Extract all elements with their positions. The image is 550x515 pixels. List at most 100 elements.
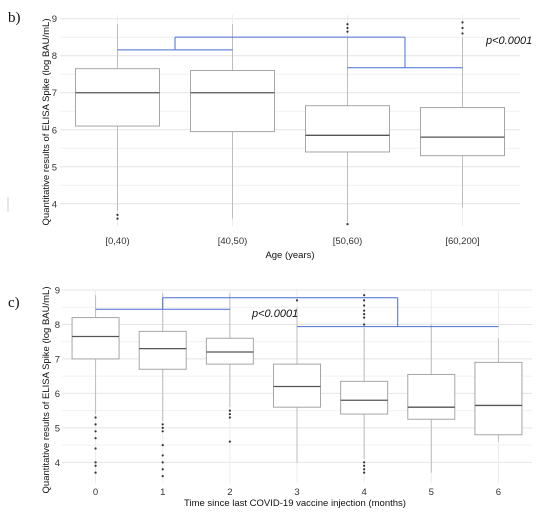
y-tick-label: 8 xyxy=(55,320,60,331)
box-iqr xyxy=(305,105,390,153)
outlier-point xyxy=(94,471,97,474)
outlier-point xyxy=(363,309,366,312)
outlier-point xyxy=(461,21,464,24)
panel-c-y-ticks: 4 5 6 7 8 9 xyxy=(55,286,60,469)
box-iqr xyxy=(75,68,160,127)
box-1 xyxy=(138,293,187,478)
outlier-point xyxy=(161,454,164,457)
box-0 xyxy=(71,295,120,474)
outlier-point xyxy=(94,430,97,433)
y-tick-label: 6 xyxy=(55,389,60,400)
outlier-point xyxy=(94,464,97,467)
y-tick-label: 9 xyxy=(52,14,57,25)
outlier-point xyxy=(94,437,97,440)
panel-c: c) 4 5 6 7 8 9 0 1 2 3 4 5 6 p<0.0001 Time since la… xyxy=(8,286,532,509)
x-tick-label: 2 xyxy=(227,487,232,498)
outlier-point xyxy=(228,409,231,412)
box--50-60- xyxy=(305,23,390,226)
outlier-point xyxy=(295,299,299,302)
panel-c-significance-bracket: p<0.0001 xyxy=(95,297,499,328)
y-tick-label: 7 xyxy=(52,88,57,99)
box--40-50- xyxy=(190,24,275,219)
x-tick-label: 3 xyxy=(294,487,299,498)
outlier-point xyxy=(94,416,97,419)
outlier-point xyxy=(363,316,366,319)
y-tick-label: 8 xyxy=(52,51,57,62)
outlier-point xyxy=(363,304,366,307)
outlier-point xyxy=(461,32,464,35)
outlier-point xyxy=(461,26,464,30)
outlier-point xyxy=(346,23,349,26)
box-4 xyxy=(340,294,389,474)
panel-b-letter: b) xyxy=(8,10,21,26)
outlier-point xyxy=(161,461,164,464)
outlier-point xyxy=(161,475,164,478)
box-iqr xyxy=(474,361,523,436)
box-iqr xyxy=(273,363,321,408)
outlier-point xyxy=(346,223,349,226)
x-tick-label: 0 xyxy=(93,487,98,498)
y-tick-label: 5 xyxy=(52,162,57,173)
box-iqr xyxy=(190,70,275,133)
panel-b-p-value: p<0.0001 xyxy=(485,35,532,47)
outlier-point xyxy=(94,447,97,450)
panel-b-y-ticks: 4 5 6 7 8 9 xyxy=(52,14,57,210)
outlier-point xyxy=(116,217,119,220)
panel-c-y-axis-title: Quantitative results of ELISA Spike (log… xyxy=(41,287,52,494)
panel-c-boxes xyxy=(71,293,523,478)
box-5 xyxy=(407,324,456,473)
box-iqr xyxy=(407,373,456,420)
y-tick-label: 4 xyxy=(55,458,60,469)
box-6 xyxy=(474,338,523,442)
y-tick-label: 5 xyxy=(55,423,60,434)
y-tick-label: 9 xyxy=(55,286,60,297)
outlier-point xyxy=(363,323,366,326)
panel-c-p-value: p<0.0001 xyxy=(251,308,298,320)
outlier-point xyxy=(363,468,366,471)
outlier-point xyxy=(116,213,119,216)
x-tick-label: [0,40) xyxy=(105,236,129,247)
box-iqr xyxy=(420,107,505,157)
box-iqr xyxy=(71,317,120,360)
panel-b-x-ticks: [0,40) [40,50) [50,60) [60,200] xyxy=(105,236,479,247)
outlier-point xyxy=(363,464,366,467)
y-tick-label: 7 xyxy=(55,354,60,365)
box-iqr xyxy=(340,380,389,415)
y-tick-label: 4 xyxy=(52,199,57,210)
box--60-200- xyxy=(420,21,505,208)
panel-b-significance-bracket: p<0.0001 xyxy=(117,35,532,69)
outlier-point xyxy=(363,471,366,474)
outlier-point xyxy=(94,423,97,426)
box-iqr xyxy=(138,330,187,370)
outlier-point xyxy=(228,412,231,416)
x-tick-label: 5 xyxy=(429,487,434,498)
outlier-point xyxy=(94,461,97,464)
x-tick-label: 1 xyxy=(160,487,165,498)
outlier-point xyxy=(363,461,366,464)
outlier-point xyxy=(363,294,366,297)
outlier-point xyxy=(161,430,164,433)
panel-c-x-axis-title: Time since last COVID-19 vaccine injecti… xyxy=(184,498,406,509)
box-2 xyxy=(205,293,254,443)
outlier-point xyxy=(363,313,366,316)
x-tick-label: [60,200] xyxy=(445,236,479,247)
panel-c-letter: c) xyxy=(8,295,20,311)
x-tick-label: 6 xyxy=(496,487,501,498)
outlier-point xyxy=(161,443,164,447)
outlier-point xyxy=(228,440,231,443)
outlier-point xyxy=(161,468,164,471)
panel-b-x-axis-title: Age (years) xyxy=(265,250,314,261)
box-iqr xyxy=(205,337,254,365)
outlier-point xyxy=(346,26,349,30)
x-tick-label: 4 xyxy=(361,487,366,498)
outlier-point xyxy=(228,416,231,419)
panel-b-boxes xyxy=(75,21,505,226)
x-tick-label: [50,60) xyxy=(333,236,363,247)
panel-c-x-ticks: 0 1 2 3 4 5 6 xyxy=(93,487,501,498)
outlier-point xyxy=(363,299,366,302)
box--0-40- xyxy=(75,24,160,220)
box-3 xyxy=(273,299,321,463)
panel-b: b) 4 5 6 7 8 9 [0,40) [40,50) [50,60) [60,200] p… xyxy=(7,10,532,261)
x-tick-label: [40,50) xyxy=(218,236,248,247)
